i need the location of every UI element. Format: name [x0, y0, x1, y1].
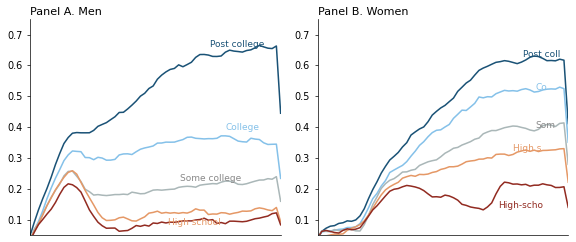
Text: College: College	[225, 123, 259, 132]
Text: Panel B. Women: Panel B. Women	[317, 7, 408, 17]
Text: Post college: Post college	[210, 40, 265, 49]
Text: High school: High school	[168, 219, 221, 227]
Text: Some college: Some college	[180, 174, 241, 182]
Text: Co: Co	[536, 83, 547, 92]
Text: High s: High s	[513, 144, 541, 153]
Text: High-scho: High-scho	[498, 201, 543, 210]
Text: Som: Som	[536, 121, 556, 130]
Text: Post coll: Post coll	[523, 50, 560, 59]
Text: Panel A. Men: Panel A. Men	[30, 7, 102, 17]
